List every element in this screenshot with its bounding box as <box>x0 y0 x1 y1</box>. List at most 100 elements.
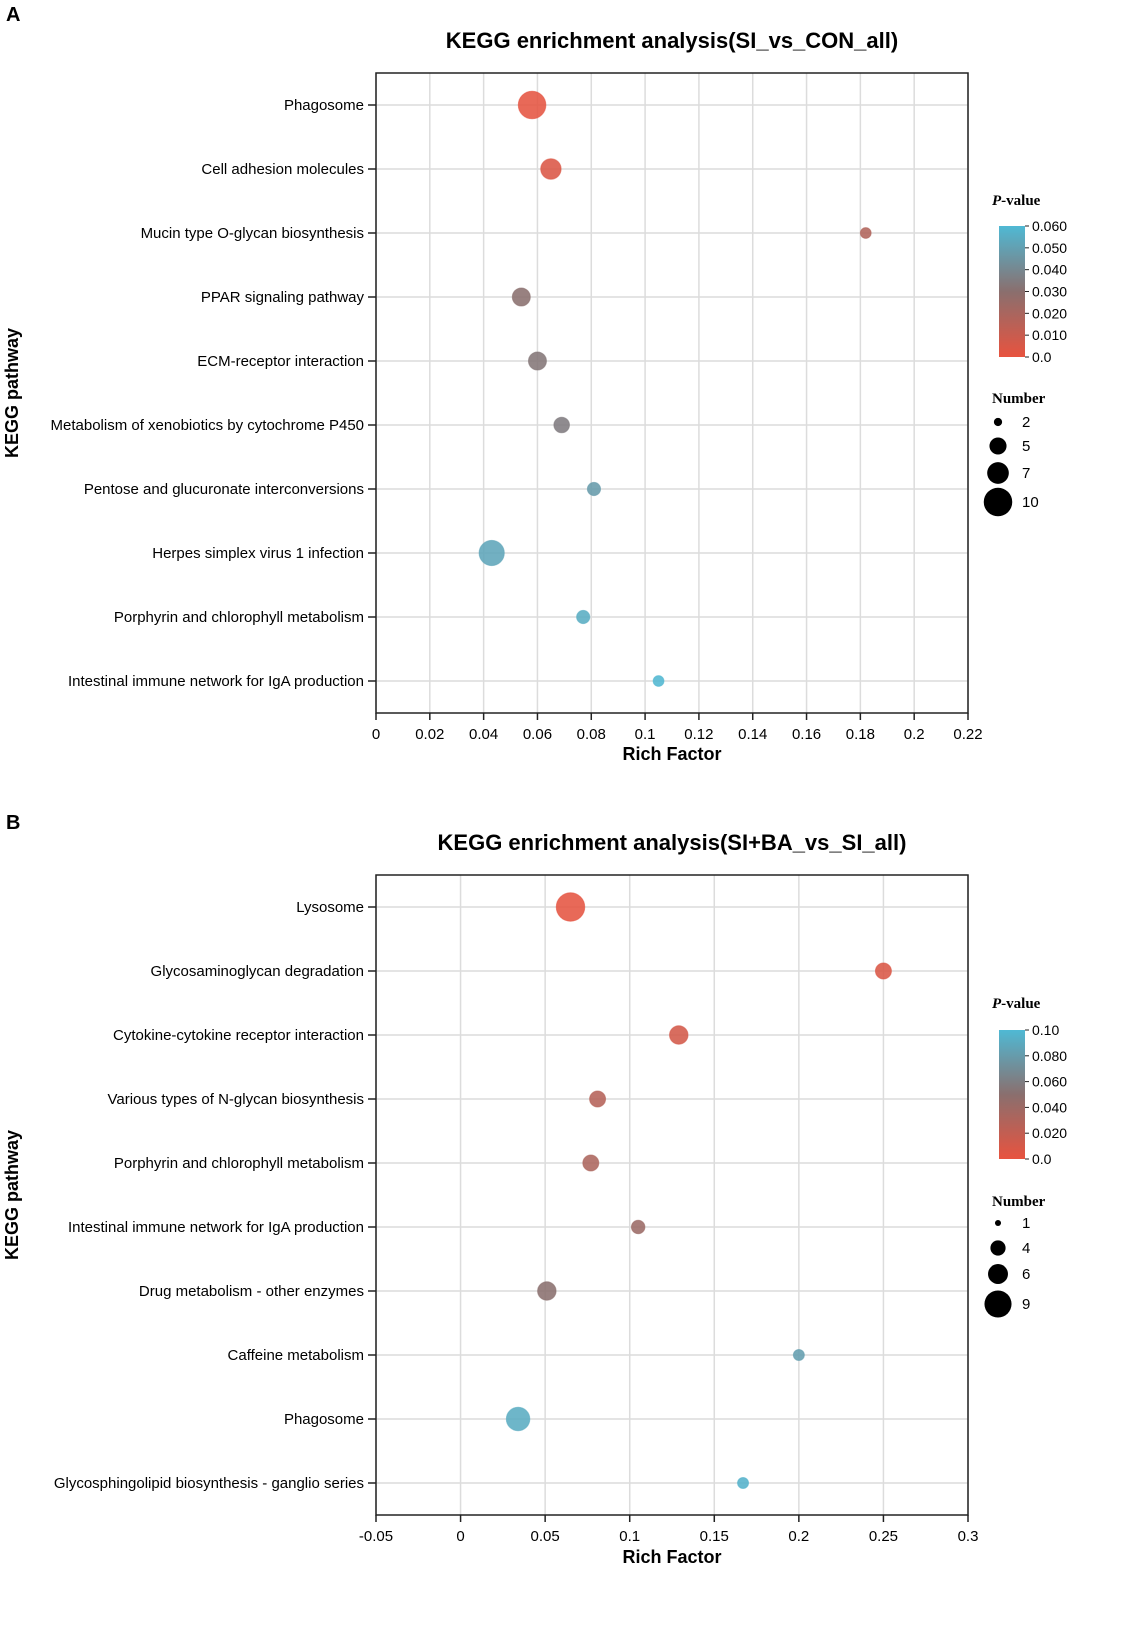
data-point <box>582 1154 600 1172</box>
x-tick-label: 0.2 <box>788 1528 809 1545</box>
x-tick-label: 0.02 <box>415 726 444 743</box>
colorbar-tick-label: 0.050 <box>1032 240 1067 256</box>
data-point <box>652 675 665 687</box>
x-axis-label: Rich Factor <box>622 744 721 764</box>
size-legend-label: 6 <box>1022 1266 1030 1283</box>
x-tick-label: 0.15 <box>700 1528 729 1545</box>
panel-letter: A <box>6 4 21 26</box>
y-tick-label: Glycosphingolipid biosynthesis - ganglio… <box>54 1475 364 1492</box>
size-legend-dot <box>988 1264 1008 1284</box>
x-tick-label: 0.1 <box>635 726 656 743</box>
data-point <box>737 1477 750 1489</box>
data-point <box>630 1219 646 1235</box>
panel-letter: B <box>6 812 21 834</box>
y-tick-label: Lysosome <box>296 899 364 916</box>
pvalue-legend-title: P-value <box>992 193 1041 209</box>
colorbar-tick-label: 0.030 <box>1032 284 1067 300</box>
data-point <box>874 962 892 980</box>
data-point <box>576 609 591 625</box>
y-tick-label: Pentose and glucuronate interconversions <box>84 481 364 498</box>
y-tick-label: Herpes simplex virus 1 infection <box>152 545 364 562</box>
data-point <box>555 892 586 922</box>
y-tick-label: Metabolism of xenobiotics by cytochrome … <box>51 417 364 434</box>
data-point <box>792 1349 805 1361</box>
x-tick-label: 0.14 <box>738 726 767 743</box>
x-tick-label: 0.12 <box>684 726 713 743</box>
plot-frame <box>375 72 969 714</box>
data-point <box>511 287 531 307</box>
x-axis-label: Rich Factor <box>622 1547 721 1567</box>
colorbar-tick-label: 0.020 <box>1032 305 1067 321</box>
y-axis-label: KEGG pathway <box>2 1130 22 1260</box>
data-point <box>505 1406 531 1432</box>
x-tick-label: 0.06 <box>523 726 552 743</box>
y-tick-label: Caffeine metabolism <box>228 1347 364 1364</box>
bubble-chart-b: KEGG enrichment analysis(SI+BA_vs_SI_all… <box>2 830 1067 1567</box>
colorbar-tick-label: 0.0 <box>1032 349 1052 365</box>
colorbar-tick-label: 0.010 <box>1032 327 1067 343</box>
x-tick-label: 0 <box>372 726 380 743</box>
y-tick-label: Cell adhesion molecules <box>201 161 364 178</box>
colorbar-tick-label: 0.060 <box>1032 218 1067 234</box>
size-legend-dot <box>994 1219 1002 1227</box>
size-legend-label: 4 <box>1022 1240 1030 1257</box>
data-point <box>589 1090 607 1108</box>
x-tick-label: 0.16 <box>792 726 821 743</box>
colorbar-tick-label: 0.040 <box>1032 262 1067 278</box>
x-tick-label: 0.22 <box>953 726 982 743</box>
size-legend-dot <box>987 462 1009 484</box>
y-tick-label: Phagosome <box>284 1411 364 1428</box>
figure-panel-b: B KEGG enrichment analysis(SI+BA_vs_SI_a… <box>0 812 1121 1637</box>
chart-title: KEGG enrichment analysis(SI+BA_vs_SI_all… <box>438 830 907 855</box>
grid <box>375 73 969 713</box>
y-tick-label: PPAR signaling pathway <box>201 289 365 306</box>
size-legend-label: 7 <box>1022 465 1030 482</box>
size-legend-label: 2 <box>1022 414 1030 431</box>
size-legend-title: Number <box>992 1194 1046 1210</box>
x-tick-label: 0.25 <box>869 1528 898 1545</box>
y-tick-label: Intestinal immune network for IgA produc… <box>68 1219 364 1236</box>
colorbar-tick-label: 0.10 <box>1032 1022 1059 1038</box>
colorbar-tick-label: 0.080 <box>1032 1048 1067 1064</box>
colorbar-tick-label: 0.060 <box>1032 1074 1067 1090</box>
x-tick-label: 0.1 <box>619 1528 640 1545</box>
pvalue-legend-title: P-value <box>992 996 1041 1012</box>
x-tick-label: 0 <box>456 1528 464 1545</box>
data-point <box>537 1281 557 1301</box>
figure-panel-a: A KEGG enrichment analysis(SI_vs_CON_all… <box>2 4 1067 764</box>
size-legend-dot <box>983 487 1013 517</box>
data-point <box>586 481 602 497</box>
size-legend-dot <box>984 1290 1012 1318</box>
size-legend-dot <box>993 417 1003 427</box>
colorbar-tick-label: 0.0 <box>1032 1151 1052 1167</box>
pvalue-colorbar <box>999 1030 1025 1159</box>
data-point <box>478 539 505 567</box>
y-tick-label: Phagosome <box>284 97 364 114</box>
x-tick-label: -0.05 <box>359 1528 393 1545</box>
size-legend-label: 1 <box>1022 1215 1030 1232</box>
size-legend-label: 5 <box>1022 438 1030 455</box>
size-legend-label: 10 <box>1022 494 1039 511</box>
y-tick-label: Glycosaminoglycan degradation <box>151 963 364 980</box>
y-tick-label: Porphyrin and chlorophyll metabolism <box>114 1155 364 1172</box>
x-tick-label: 0.2 <box>904 726 925 743</box>
data-point <box>540 158 562 180</box>
x-tick-label: 0.04 <box>469 726 498 743</box>
chart-title: KEGG enrichment analysis(SI_vs_CON_all) <box>446 28 898 53</box>
size-legend-label: 9 <box>1022 1296 1030 1313</box>
data-point <box>553 416 570 434</box>
x-tick-label: 0.18 <box>846 726 875 743</box>
y-tick-label: Drug metabolism - other enzymes <box>139 1283 364 1300</box>
pvalue-colorbar <box>999 226 1025 357</box>
data-point <box>527 351 547 371</box>
data-point <box>517 90 547 120</box>
plot-frame <box>375 874 969 1516</box>
x-tick-label: 0.3 <box>958 1528 979 1545</box>
size-legend-dot <box>989 437 1007 455</box>
colorbar-tick-label: 0.040 <box>1032 1099 1067 1115</box>
y-tick-label: Cytokine-cytokine receptor interaction <box>113 1027 364 1044</box>
bubble-chart-a: KEGG enrichment analysis(SI_vs_CON_all) P… <box>2 28 1067 764</box>
data-point <box>859 227 872 239</box>
x-tick-label: 0.05 <box>531 1528 560 1545</box>
y-tick-label: Porphyrin and chlorophyll metabolism <box>114 609 364 626</box>
